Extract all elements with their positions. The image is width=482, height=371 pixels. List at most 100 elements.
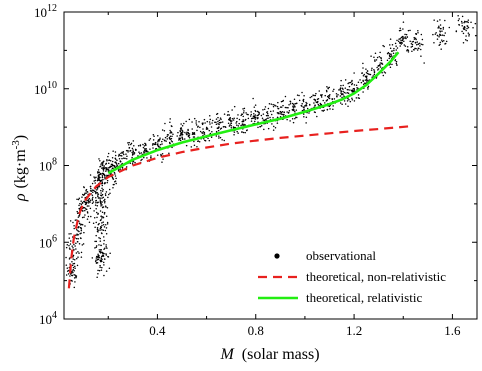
observational-point [217,129,220,132]
observational-point [379,62,382,64]
observational-point [227,122,230,125]
observational-point [282,104,284,107]
observational-point [315,92,317,95]
observational-point [439,19,441,21]
observational-point [349,89,351,91]
observational-point [103,201,106,204]
observational-point [169,129,171,132]
observational-point [149,148,151,150]
observational-point [351,97,353,100]
observational-point [94,247,96,249]
observational-point [102,188,104,191]
observational-point [100,244,102,247]
y-axis: 104 106 108 1010 1012 [34,3,477,327]
observational-point [409,40,411,42]
observational-point [332,105,334,107]
observational-point [219,136,222,139]
observational-point [443,39,445,42]
observational-point [109,192,111,195]
observational-point [288,103,290,106]
observational-point [423,62,425,64]
observational-point [168,136,171,139]
observational-point [417,32,419,34]
observational-point [390,53,392,56]
observational-point [357,87,359,90]
observational-point [466,39,468,42]
observational-point [237,132,239,134]
observational-point [141,158,143,161]
observational-point [97,223,100,226]
observational-point [106,181,109,184]
observational-point [308,104,311,106]
observational-point [172,133,174,136]
observational-point [76,198,78,201]
observational-point [403,44,405,46]
observational-point [72,255,74,258]
observational-point [301,109,304,112]
observational-point [126,155,128,157]
observational-point [125,153,127,155]
observational-point [359,79,361,81]
observational-point [120,152,122,155]
observational-point [125,166,128,168]
observational-point [98,237,100,239]
observational-point [298,99,301,102]
observational-point [101,211,104,214]
observational-point [100,203,102,205]
observational-point [127,142,129,144]
observational-point [101,181,104,183]
observational-point [159,143,162,146]
observational-point [291,117,294,120]
observational-point [96,216,98,219]
observational-point [345,92,347,94]
observational-point [102,236,105,238]
observational-point [81,196,83,198]
observational-point [295,102,297,105]
observational-point [80,256,83,258]
observational-point [142,146,145,149]
observational-point [166,135,168,138]
observational-point [147,150,149,153]
observational-point [73,224,75,227]
observational-point [161,161,163,163]
observational-point [367,85,370,88]
observational-point [317,103,320,106]
observational-point [348,99,350,101]
observational-point [254,116,257,119]
observational-point [390,55,393,57]
observational-point [419,45,421,47]
observational-point [324,102,326,104]
observational-point [282,113,284,116]
observational-point [89,201,91,203]
observational-point [146,157,148,159]
observational-point [125,157,128,160]
observational-point [98,244,100,246]
legend-marker-observational [274,253,280,259]
observational-point [342,88,344,90]
observational-point [405,37,407,40]
observational-point [208,139,211,142]
observational-point [85,202,88,204]
observational-point [376,56,379,59]
observational-point [457,15,459,17]
observational-point [98,256,101,259]
observational-point [179,139,182,142]
observational-point [361,72,364,74]
observational-point [108,159,111,161]
observational-point [442,28,445,30]
observational-point [406,46,409,48]
observational-point [286,111,288,113]
observational-point [416,41,419,43]
observational-point [104,194,107,197]
observational-point [295,116,297,118]
observational-point [217,120,219,123]
observational-point [247,113,249,116]
observational-point [78,230,80,233]
observational-point [417,29,419,32]
observational-point [329,108,331,110]
observational-point [220,121,222,124]
observational-point [95,202,97,204]
observational-point [474,22,477,25]
observational-point [445,40,448,43]
observational-point [397,40,400,43]
